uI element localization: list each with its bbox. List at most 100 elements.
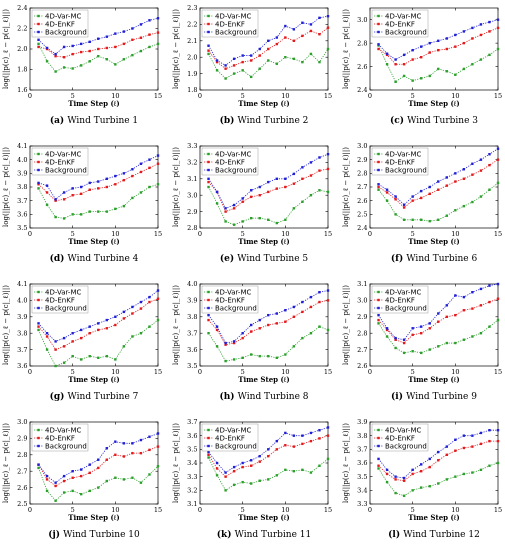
data-point [462, 168, 466, 171]
x-tick-label: 5 [71, 230, 75, 238]
legend-label: Background [215, 28, 257, 36]
series-line-4d-enkf [378, 27, 499, 65]
y-axis-label: log(||p(c)_ℓ − p(c|_ℓ)||) [172, 285, 180, 365]
data-point [224, 220, 227, 223]
x-axis-label: Time Step (ℓ) [238, 513, 290, 522]
data-point [139, 481, 143, 484]
y-tick-label: 3.0 [357, 142, 367, 150]
data-point [275, 42, 278, 46]
data-point [428, 192, 431, 196]
data-point [385, 328, 389, 332]
data-point [80, 328, 83, 332]
subplot-12: 0 5 10 15 3.3 3.4 3.5 3.6 3.7 3.8 3.9 Time Step (ℓ)… [342, 418, 502, 540]
data-point [488, 325, 491, 328]
data-point [454, 294, 457, 297]
data-point [428, 485, 431, 488]
data-point [156, 183, 160, 186]
y-axis-label: log(||p(c)_ℓ − p(c|_ℓ)||) [2, 147, 10, 227]
data-point [411, 48, 414, 52]
x-tick-label: 5 [71, 92, 75, 100]
data-point [318, 291, 321, 294]
data-point [45, 332, 49, 335]
data-point [454, 313, 457, 317]
y-tick-label: 3.4 [187, 459, 197, 467]
data-point [250, 216, 253, 220]
data-point [97, 180, 100, 183]
data-point [377, 322, 380, 325]
subplot-caption: (a) Wind Turbine 1 [50, 115, 138, 126]
data-point [402, 338, 406, 341]
data-point [420, 56, 423, 59]
legend-label: 4D-Var-MC [45, 12, 81, 20]
x-tick-label: 5 [241, 230, 245, 238]
data-point [156, 318, 160, 322]
x-tick-label: 5 [71, 368, 75, 376]
data-point [224, 343, 227, 346]
caption-letter: (h) [219, 391, 237, 402]
data-point [445, 341, 448, 345]
data-point [394, 475, 397, 478]
data-point [462, 177, 466, 180]
data-point [496, 439, 500, 443]
data-point [275, 439, 278, 443]
data-point [71, 354, 74, 358]
data-point [284, 444, 287, 447]
data-point [54, 340, 57, 343]
data-point [454, 341, 457, 345]
subplot-caption: (k) Wind Turbine 11 [217, 529, 311, 540]
data-point [54, 481, 57, 484]
x-axis-label: Time Step (ℓ) [68, 237, 120, 246]
data-point [215, 60, 219, 64]
legend-label: 4D-EnKF [215, 296, 245, 304]
y-tick-label: 2.9 [187, 208, 197, 216]
x-axis-label: Time Step (ℓ) [238, 237, 290, 246]
data-point [402, 218, 406, 221]
data-point [318, 429, 321, 432]
data-point [207, 313, 210, 317]
y-tick-label: 2.4 [17, 4, 27, 12]
caption-title: Wind Turbine 5 [237, 254, 308, 264]
legend-label: Background [385, 28, 427, 36]
data-point [139, 36, 143, 39]
data-point [148, 295, 151, 299]
data-point [267, 180, 270, 184]
data-point [71, 67, 74, 70]
legend-swatch-marker [37, 30, 40, 34]
x-axis-label: Time Step (ℓ) [408, 237, 460, 246]
y-tick-label: 2.2 [187, 21, 197, 29]
legend-label: 4D-Var-MC [215, 288, 251, 296]
data-point [496, 297, 500, 300]
data-point [45, 46, 49, 50]
data-point [148, 435, 151, 438]
legend-swatch-marker [207, 306, 210, 310]
data-point [462, 295, 466, 299]
data-point [318, 60, 321, 64]
data-point [445, 47, 448, 51]
x-tick-label: 15 [154, 368, 162, 376]
data-point [97, 54, 100, 58]
subplot-caption: (h) Wind Turbine 8 [219, 391, 308, 402]
data-point [309, 194, 313, 197]
legend-label: 4D-EnKF [385, 158, 415, 166]
data-point [131, 27, 134, 30]
data-point [309, 439, 313, 443]
y-tick-label: 2.6 [17, 484, 27, 492]
data-point [309, 29, 313, 33]
data-point [131, 476, 134, 479]
data-point [437, 320, 440, 323]
series-line-background [38, 17, 159, 55]
data-point [250, 482, 253, 485]
data-point [224, 77, 227, 80]
data-point [54, 70, 57, 73]
data-point [62, 45, 66, 49]
data-point [88, 332, 91, 335]
data-point [267, 313, 270, 317]
y-axis-label: log(||p(c)_ℓ − p(c|_ℓ)||) [342, 147, 350, 227]
data-point [301, 166, 304, 169]
legend-label: 4D-Var-MC [215, 150, 251, 158]
data-point [97, 328, 100, 332]
data-point [428, 51, 431, 54]
data-point [377, 43, 380, 46]
